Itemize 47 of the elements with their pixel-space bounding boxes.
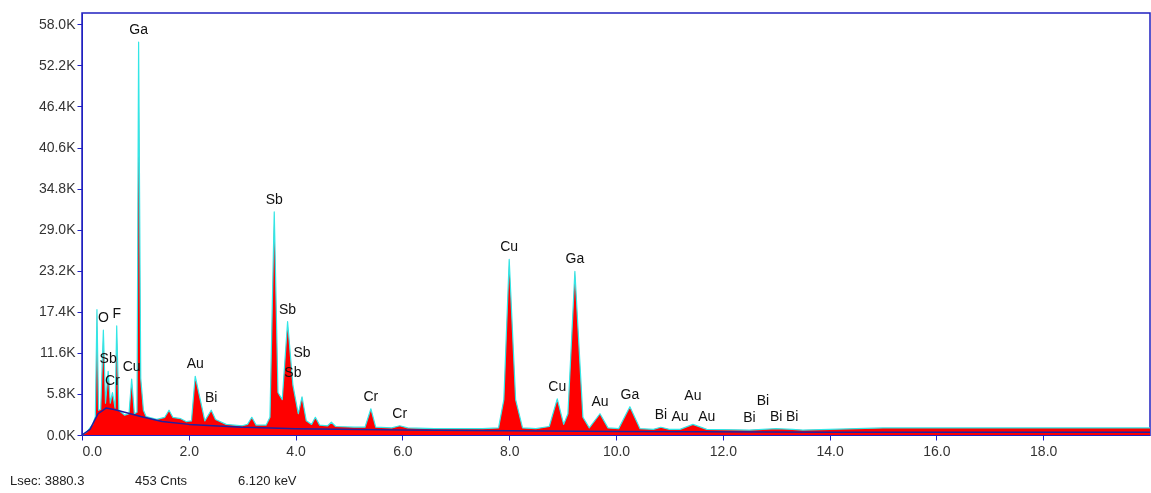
x-tick-label: 0.0	[82, 442, 103, 459]
text: 6.120 keV	[238, 473, 297, 488]
x-tick-label: 18.0	[1030, 442, 1058, 459]
annotation: Cu	[500, 238, 519, 255]
annotation: F	[112, 304, 121, 321]
x-tick-label: 6.0	[393, 442, 413, 459]
y-tick-label: 23.2K	[38, 262, 77, 279]
annotation: Bi	[769, 407, 783, 424]
x-tick-label: 12.0	[709, 442, 738, 459]
y-tick-label: 46.4K	[38, 97, 77, 114]
annotation: Cr	[392, 404, 408, 421]
text: 453 Cnts	[135, 473, 188, 488]
annotation: Bi	[654, 406, 668, 423]
x-tick-label: 10.0	[602, 442, 631, 459]
annotation: Au	[186, 355, 204, 372]
y-tick-label: 40.6K	[38, 139, 77, 156]
x-tick-label: 16.0	[923, 442, 951, 459]
annotation: Au	[671, 408, 689, 425]
annotation: Sb	[265, 190, 284, 207]
x-tick-label: 4.0	[286, 442, 307, 459]
annotation: Sb	[279, 300, 297, 317]
annotation: Au	[591, 392, 609, 409]
annotation: Au	[684, 387, 702, 404]
annotation: Ga	[620, 385, 640, 402]
annotation: Ga	[129, 21, 149, 38]
annotation: Bi	[785, 408, 799, 425]
y-tick-label: 34.8K	[38, 180, 77, 197]
y-tick-label: 0.0K	[46, 426, 77, 443]
annotation: Bi	[743, 409, 756, 426]
text: Lsec: 3880.3	[10, 473, 85, 488]
annotation: Bi	[205, 389, 218, 406]
y-tick-label: 5.8K	[46, 385, 77, 402]
y-tick-label: 58.0K	[38, 15, 77, 32]
annotation: Cr	[363, 387, 379, 404]
y-tick-label: 11.6K	[39, 344, 77, 361]
annotation: Bi	[756, 392, 770, 409]
y-tick-label: 29.0K	[38, 221, 77, 238]
annotation: Cu	[548, 377, 567, 394]
x-tick-label: 8.0	[499, 442, 520, 459]
annotation: Au	[698, 408, 716, 425]
y-tick-label: 17.4K	[38, 303, 77, 320]
y-tick-label: 52.2K	[38, 56, 77, 73]
annotation: Ga	[565, 250, 585, 267]
annotation: O	[97, 309, 109, 326]
x-tick-label: 14.0	[816, 442, 844, 459]
annotation: Sb	[293, 343, 311, 360]
x-tick-label: 2.0	[179, 442, 200, 459]
